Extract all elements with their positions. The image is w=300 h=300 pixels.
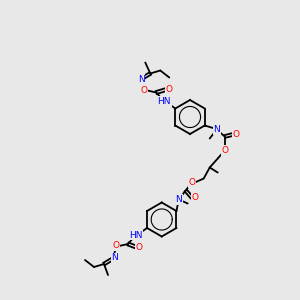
Text: O: O (188, 178, 195, 187)
Text: O: O (191, 193, 198, 202)
Text: O: O (232, 130, 239, 139)
Text: HN: HN (129, 230, 143, 239)
Text: N: N (138, 75, 145, 84)
Text: O: O (136, 242, 142, 251)
Text: O: O (166, 85, 173, 94)
Text: O: O (112, 242, 119, 250)
Text: O: O (141, 86, 148, 95)
Text: N: N (213, 125, 220, 134)
Text: N: N (175, 195, 182, 204)
Text: N: N (112, 254, 118, 262)
Text: HN: HN (158, 97, 171, 106)
Text: O: O (221, 146, 228, 155)
